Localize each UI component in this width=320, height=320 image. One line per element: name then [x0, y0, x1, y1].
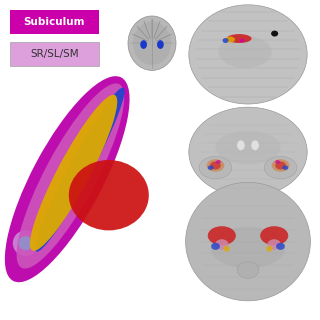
Ellipse shape	[189, 107, 307, 197]
Ellipse shape	[251, 140, 259, 150]
Ellipse shape	[5, 76, 130, 282]
Ellipse shape	[207, 159, 224, 172]
Ellipse shape	[227, 34, 252, 43]
Ellipse shape	[17, 84, 124, 268]
Ellipse shape	[275, 161, 286, 170]
Ellipse shape	[199, 156, 232, 179]
Ellipse shape	[282, 165, 288, 170]
FancyBboxPatch shape	[10, 42, 99, 66]
Ellipse shape	[157, 40, 164, 49]
Ellipse shape	[267, 239, 281, 250]
Ellipse shape	[140, 40, 147, 49]
Ellipse shape	[224, 246, 230, 252]
Ellipse shape	[276, 243, 285, 250]
FancyBboxPatch shape	[10, 10, 99, 34]
Ellipse shape	[215, 131, 281, 164]
Ellipse shape	[219, 36, 272, 68]
Ellipse shape	[275, 160, 280, 164]
Ellipse shape	[19, 236, 33, 250]
Ellipse shape	[189, 5, 307, 104]
Ellipse shape	[264, 156, 297, 179]
Ellipse shape	[30, 95, 117, 251]
Ellipse shape	[13, 230, 38, 256]
Ellipse shape	[186, 182, 310, 301]
Ellipse shape	[35, 87, 125, 252]
Ellipse shape	[271, 31, 278, 36]
Ellipse shape	[128, 16, 176, 70]
Ellipse shape	[211, 227, 285, 268]
Ellipse shape	[133, 21, 171, 65]
Ellipse shape	[69, 160, 149, 230]
Ellipse shape	[208, 226, 236, 245]
Ellipse shape	[226, 36, 235, 43]
Ellipse shape	[237, 262, 259, 278]
Ellipse shape	[211, 243, 220, 250]
Ellipse shape	[222, 38, 228, 43]
Ellipse shape	[215, 239, 229, 250]
Ellipse shape	[237, 140, 245, 150]
Ellipse shape	[208, 165, 214, 170]
Ellipse shape	[266, 246, 272, 252]
Ellipse shape	[272, 159, 290, 172]
Text: SR/SL/SM: SR/SL/SM	[30, 49, 79, 59]
Ellipse shape	[260, 226, 288, 245]
Ellipse shape	[240, 38, 244, 43]
Ellipse shape	[216, 160, 221, 164]
Text: Subiculum: Subiculum	[24, 17, 85, 27]
Ellipse shape	[210, 161, 221, 170]
